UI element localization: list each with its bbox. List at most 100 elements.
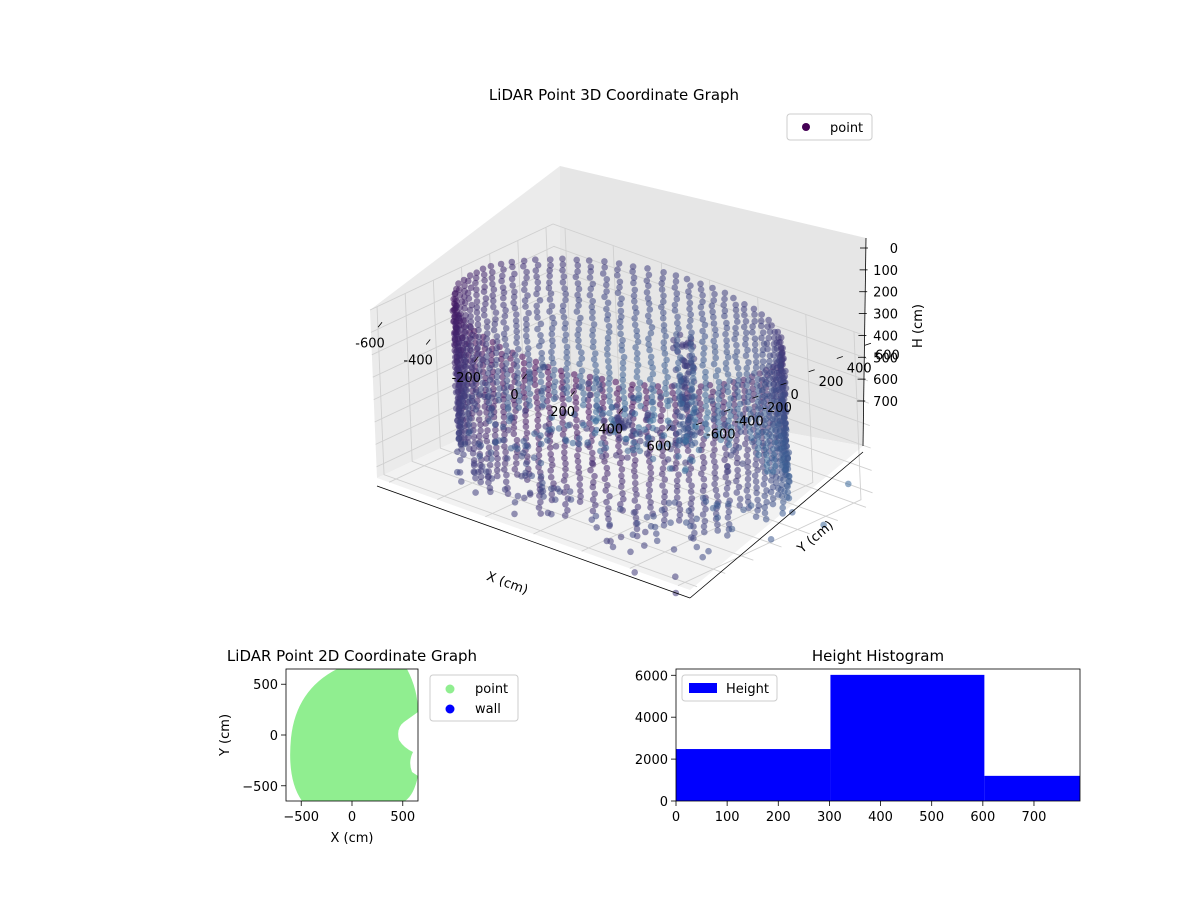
point-3d xyxy=(523,274,530,282)
point-3d xyxy=(522,418,530,425)
point-3d xyxy=(513,436,521,444)
point-3d xyxy=(482,300,489,308)
point-3d xyxy=(664,373,671,381)
point-3d xyxy=(497,260,505,268)
point-3d xyxy=(602,487,609,494)
point-3d xyxy=(645,341,652,348)
point-3d xyxy=(743,370,751,378)
point-3d xyxy=(455,435,463,443)
point-3d xyxy=(615,396,622,403)
point-3d xyxy=(502,342,510,349)
point-3d xyxy=(616,459,624,467)
point-3d xyxy=(701,321,709,329)
point-3d xyxy=(648,393,656,401)
point-3d xyxy=(533,308,541,316)
point-3d xyxy=(502,448,509,456)
point-3d xyxy=(692,422,699,430)
point-3d xyxy=(462,335,469,342)
point-3d xyxy=(752,364,760,371)
point-3d xyxy=(548,456,555,463)
point-3d xyxy=(469,394,476,402)
point-3d xyxy=(763,433,771,441)
point-3d xyxy=(745,388,752,396)
legend-2d: point wall xyxy=(429,674,519,722)
point-3d xyxy=(779,368,787,376)
point-3d xyxy=(673,447,681,455)
point-3d xyxy=(716,430,723,438)
point-3d xyxy=(471,400,479,408)
point-3d xyxy=(709,284,716,292)
point-3d xyxy=(574,280,582,287)
point-3d xyxy=(737,428,744,436)
point-3d xyxy=(454,344,462,351)
point-3d xyxy=(634,520,641,527)
point-3d xyxy=(688,345,695,353)
point-3d xyxy=(522,423,530,431)
point-3d xyxy=(722,491,730,498)
point-3d xyxy=(699,553,706,561)
x-tick-label-histogram: 0 xyxy=(672,810,680,825)
point-3d xyxy=(561,512,569,519)
point-3d xyxy=(520,449,527,457)
point-3d xyxy=(498,277,505,285)
point-3d xyxy=(605,322,613,330)
point-3d xyxy=(634,350,641,357)
point-3d xyxy=(699,327,706,335)
point-3d xyxy=(515,345,522,353)
point-3d xyxy=(678,413,686,421)
point-3d xyxy=(493,333,501,340)
point-3d xyxy=(463,369,470,377)
legend-histogram: Height xyxy=(681,674,778,702)
point-3d xyxy=(538,355,546,362)
point-3d xyxy=(562,331,570,339)
point-3d xyxy=(547,262,554,269)
point-3d xyxy=(765,334,772,342)
point-3d xyxy=(723,319,730,327)
point-3d xyxy=(618,295,625,303)
point-3d xyxy=(633,355,641,363)
legend-2d-marker-point xyxy=(445,684,455,694)
point-3d xyxy=(486,376,494,384)
point-3d xyxy=(630,279,637,287)
point-3d xyxy=(766,328,774,336)
point-3d xyxy=(617,307,625,315)
point-3d xyxy=(662,367,669,375)
point-3d xyxy=(664,397,671,405)
point-3d xyxy=(524,385,532,392)
point-3d xyxy=(532,256,539,264)
point-3d xyxy=(691,416,699,423)
point-3d xyxy=(768,398,776,405)
y-tick-label-histogram: 0 xyxy=(660,795,668,810)
point-3d xyxy=(510,299,517,307)
x-tick-label-histogram: 100 xyxy=(715,810,740,825)
point-3d xyxy=(601,258,608,265)
point-3d xyxy=(534,314,541,321)
point-3d xyxy=(702,385,709,392)
point-3d xyxy=(481,277,488,284)
point-3d xyxy=(675,436,683,444)
point-3d xyxy=(618,454,626,462)
point-3d xyxy=(662,379,669,387)
point-3d xyxy=(548,348,555,356)
point-3d xyxy=(540,401,547,409)
point-3d xyxy=(484,330,491,337)
point-3d xyxy=(601,475,609,483)
point-3d xyxy=(513,311,520,318)
point-3d xyxy=(468,365,476,372)
point-3d xyxy=(688,398,696,406)
point-3d xyxy=(544,369,552,376)
point-3d xyxy=(524,292,531,299)
point-3d xyxy=(754,411,762,419)
point-3d xyxy=(472,489,479,496)
point-3d xyxy=(614,266,621,273)
point-3d xyxy=(648,324,656,331)
point-3d xyxy=(634,338,642,346)
point-3d xyxy=(682,466,689,473)
point-3d xyxy=(726,435,733,443)
point-3d xyxy=(751,335,759,343)
point-3d xyxy=(485,444,493,451)
x-tick-label-histogram: 300 xyxy=(817,810,842,825)
point-3d xyxy=(500,301,507,309)
point-3d xyxy=(539,479,546,487)
